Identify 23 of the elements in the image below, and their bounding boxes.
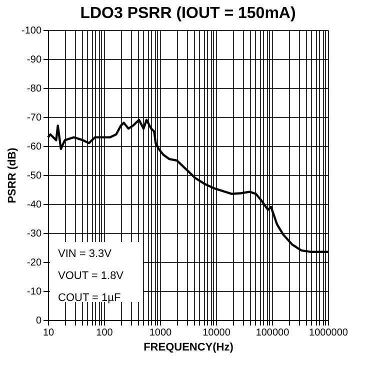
y-axis-title: PSRR (dB) xyxy=(6,147,18,204)
annotation: VOUT = 1.8V xyxy=(58,270,124,282)
x-tick-label: 1000 xyxy=(149,328,172,338)
x-tick-label: 100000 xyxy=(256,328,290,338)
y-tick-label: -30 xyxy=(27,228,42,240)
chart-title: LDO3 PSRR (IOUT = 150mA) xyxy=(80,5,296,22)
x-axis-title: FREQUENCY(Hz) xyxy=(144,342,234,354)
y-tick-label: -100 xyxy=(21,26,42,36)
annotation: VIN = 3.3V xyxy=(58,248,112,260)
y-tick-label: -60 xyxy=(27,142,42,152)
y-tick-label: -10 xyxy=(27,286,42,298)
y-tick-label: -80 xyxy=(27,84,42,94)
x-tick-label: 100 xyxy=(96,328,114,338)
x-tick-label: 1000000 xyxy=(309,328,348,338)
y-tick-label: -70 xyxy=(27,112,42,124)
y-tick-label: -90 xyxy=(27,54,42,66)
x-tick-label: 10000 xyxy=(202,328,231,338)
y-tick-label: -20 xyxy=(27,258,42,268)
x-tick-label: 10 xyxy=(42,328,54,338)
annotation: COUT = 1µF xyxy=(58,292,121,304)
y-tick-label: -50 xyxy=(27,170,42,182)
y-tick-label: -40 xyxy=(27,200,42,210)
y-tick-label: 0 xyxy=(36,316,42,326)
